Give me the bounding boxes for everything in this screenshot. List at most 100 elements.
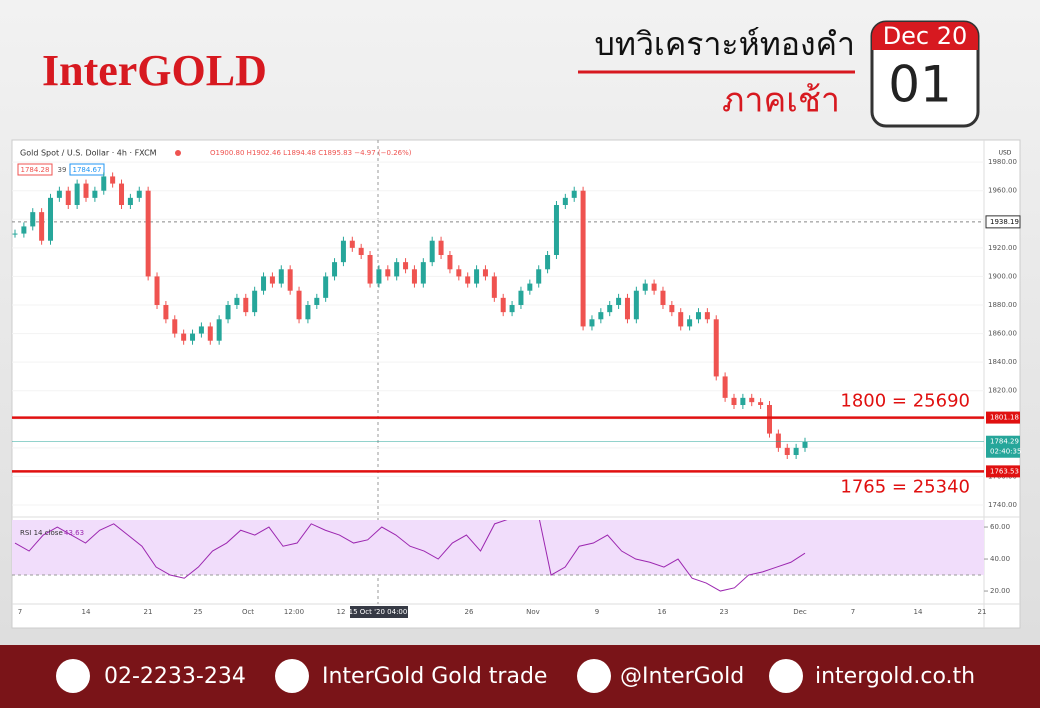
candle [314,297,320,305]
y-tick-label: 1820.00 [988,387,1017,395]
candle [411,269,417,284]
level-label: 1765 = 25340 [840,476,970,497]
subtitle: ภาคเช้า [722,81,840,121]
candle [39,212,45,241]
x-tick-label: Oct [242,608,254,616]
candle [278,269,284,284]
candle [687,319,693,327]
candle [651,283,657,291]
candle [12,233,18,235]
candle [394,262,400,277]
title: บทวิเคราะห์ทองคำ [595,25,855,63]
candle [669,305,675,313]
phone: 02-2233-234 [104,664,246,689]
x-tick-label: 15 Oct '20 04:00 [349,608,408,616]
candle [376,269,382,284]
y-tick-label: 1880.00 [988,301,1017,309]
y-tick-label: 1980.00 [988,158,1017,166]
symbol-title: Gold Spot / U.S. Dollar · 4h · FXCM [20,149,157,158]
candle [616,297,622,305]
x-tick-label: 21 [144,608,153,616]
rsi-pane [12,520,984,592]
x-tick-label: 21 [978,608,987,616]
candle [758,402,764,405]
candle [385,269,391,277]
x-tick-label: 14 [82,608,91,616]
candle [500,297,506,313]
candle [358,247,364,255]
spread: 39 [58,166,67,174]
countdown: 02:40:35 [990,448,1021,456]
facebook: InterGold Gold trade [322,664,547,689]
candle [30,212,36,227]
candle [438,240,444,255]
candle [562,197,568,205]
candle [766,405,772,434]
candle [92,190,98,198]
ohlc: O1900.80 H1902.46 L1894.48 C1895.83 −4.9… [210,149,412,157]
candle [598,312,604,320]
candle [110,176,116,184]
candle [633,290,639,320]
x-tick-label: 12:00 [284,608,304,616]
candle [172,319,178,334]
candle [607,305,613,313]
x-tick-label: 14 [914,608,923,616]
calendar-day: 01 [888,56,952,114]
candle [474,269,480,284]
candle [784,447,790,455]
currency: USD [999,150,1012,157]
candle [695,312,701,320]
x-tick-label: 7 [851,608,855,616]
last-price-tag [986,435,1020,458]
x-tick-label: 16 [658,608,667,616]
candle [127,197,133,205]
candle [367,255,373,284]
x-tick-label: 23 [720,608,729,616]
candle [21,226,27,234]
candle [403,262,409,270]
candle [296,290,302,320]
line-icon [577,659,611,693]
candle [642,283,648,291]
y-tick-label: 1960.00 [988,187,1017,195]
status-dot [175,150,181,156]
candle [456,269,462,277]
web-icon [769,659,803,693]
y-tick-label: 1740.00 [988,501,1017,509]
candle [793,447,799,455]
candle [775,433,781,448]
x-tick-label: 12 [337,608,346,616]
bid-box [17,163,53,176]
crosshair-time-box [350,606,408,618]
footer [0,645,1040,708]
candle [802,441,808,448]
y-tick-label: 1920.00 [988,244,1017,252]
rsi-tick-label: 60.00 [990,523,1010,531]
candle [243,297,249,313]
candle [420,262,426,284]
candle [589,319,595,327]
candle [332,262,338,277]
candle [749,397,755,403]
level-tag [986,465,1020,478]
candle [571,190,577,198]
phone-icon [56,659,90,693]
candle [305,305,311,320]
candle [190,333,196,341]
ask-box [69,163,105,176]
candle [181,333,187,341]
x-tick-label: 26 [465,608,474,616]
candle [56,190,62,198]
facebook-icon [275,659,309,693]
candle [136,190,142,198]
rsi-line [14,520,806,592]
candle [553,205,559,255]
candle [216,319,222,341]
candle [225,305,231,320]
rsi-label: RSI 14 close [20,529,63,537]
candle [234,297,240,305]
candle [207,326,213,341]
